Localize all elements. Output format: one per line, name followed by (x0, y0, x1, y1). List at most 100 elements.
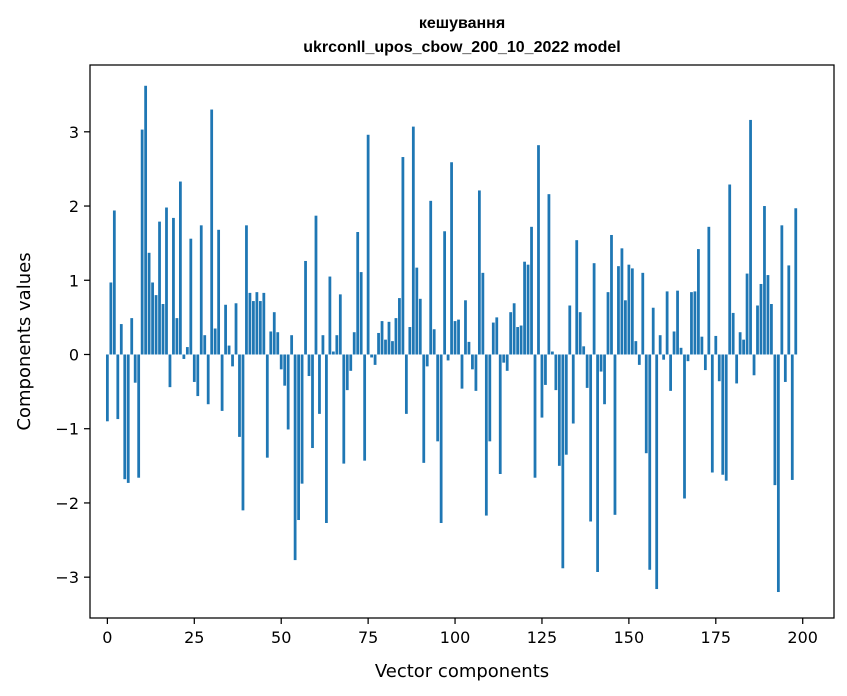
bar (610, 234, 613, 355)
bar (144, 85, 148, 355)
bar (554, 354, 558, 391)
bar (471, 354, 474, 370)
bar (130, 318, 134, 355)
bar (342, 354, 346, 464)
bar (603, 354, 606, 405)
bar (568, 305, 572, 355)
bar (752, 354, 756, 376)
bar (436, 354, 440, 442)
bar (283, 354, 287, 386)
y-tick-label: 2 (69, 197, 79, 216)
bar (484, 354, 488, 516)
bar (408, 327, 412, 355)
bar (248, 292, 252, 355)
bar (505, 354, 509, 371)
bar (297, 354, 300, 521)
bar (460, 354, 464, 389)
bar (745, 273, 749, 355)
bar (596, 354, 599, 572)
bar (279, 354, 283, 370)
bar (443, 231, 447, 355)
x-tick-label: 100 (440, 628, 471, 647)
bar (384, 339, 387, 355)
x-tick-label: 0 (102, 628, 112, 647)
y-tick-label: 3 (69, 123, 79, 142)
bar (422, 354, 426, 463)
bar (377, 332, 380, 355)
bar (457, 319, 460, 355)
bar (540, 354, 544, 418)
bar (370, 354, 373, 358)
bar (293, 354, 297, 561)
bar (335, 335, 339, 355)
bar (679, 347, 683, 355)
bar (321, 335, 325, 355)
bar (794, 208, 798, 355)
y-tick-label: 0 (69, 345, 79, 364)
x-axis-ticks: 0 25 50 75 100 125 150 175 200 (102, 618, 818, 647)
bar (220, 354, 224, 411)
bar (790, 354, 794, 480)
bar (137, 354, 141, 478)
bar (112, 210, 116, 355)
bar (391, 341, 394, 355)
bar (224, 304, 227, 355)
bar (571, 354, 575, 424)
bar (123, 354, 127, 480)
bar (318, 354, 321, 414)
bar (119, 324, 123, 355)
bar (735, 354, 739, 384)
bar (662, 354, 666, 360)
bar (756, 305, 759, 355)
bar (196, 354, 200, 397)
bar (133, 354, 137, 383)
bar (189, 238, 193, 355)
bar (116, 354, 120, 420)
bar (366, 134, 370, 355)
bar (644, 354, 648, 454)
bar (627, 264, 631, 355)
bar (252, 301, 255, 355)
bar (738, 332, 742, 355)
bar (151, 282, 154, 355)
x-tick-label: 175 (701, 628, 732, 647)
x-tick-label: 200 (787, 628, 818, 647)
bar (272, 312, 276, 355)
bar (582, 346, 586, 355)
bar (498, 354, 502, 474)
bar (537, 145, 540, 355)
bar (126, 354, 130, 483)
bar (544, 354, 547, 385)
bar (154, 295, 158, 355)
bar (783, 354, 787, 382)
bar (467, 341, 471, 355)
bar (617, 266, 620, 355)
bar (634, 341, 638, 355)
bar (394, 318, 398, 355)
bar (707, 226, 711, 355)
y-tick-label: −2 (55, 494, 79, 513)
bar (655, 354, 659, 590)
bar (710, 354, 714, 473)
bar (398, 298, 401, 355)
bar (599, 354, 603, 372)
bar (606, 292, 610, 355)
bar (203, 335, 207, 355)
bar (352, 332, 356, 355)
bar (269, 331, 273, 355)
bar (502, 354, 506, 363)
bar (530, 226, 533, 355)
bar (446, 354, 450, 361)
bar (429, 200, 433, 355)
bar (304, 260, 307, 355)
bar (185, 347, 189, 355)
bar (512, 303, 516, 355)
bar (411, 126, 415, 355)
bar (227, 345, 231, 355)
x-tick-label: 125 (527, 628, 558, 647)
bar (147, 252, 151, 355)
bar (140, 129, 144, 355)
bar (262, 292, 266, 355)
bar (356, 232, 360, 355)
